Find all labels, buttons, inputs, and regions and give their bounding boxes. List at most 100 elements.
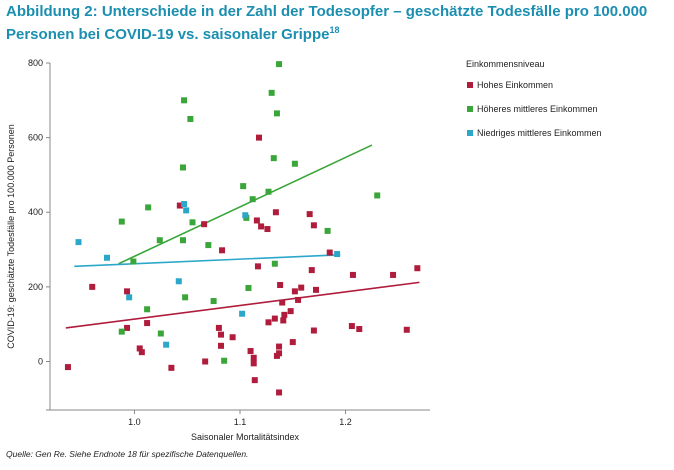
data-point: [306, 211, 313, 218]
data-point: [276, 350, 283, 357]
legend-title: Einkommensniveau: [466, 59, 545, 69]
data-point: [271, 260, 278, 267]
data-point: [272, 209, 279, 216]
data-point: [276, 343, 283, 350]
y-tick-label: 400: [28, 207, 43, 217]
data-point: [414, 265, 421, 272]
data-point: [277, 282, 284, 289]
data-point: [334, 251, 341, 258]
trend-lines: [65, 144, 420, 329]
data-point: [218, 331, 224, 338]
data-point: [221, 357, 228, 364]
data-point: [291, 160, 298, 167]
data-point: [310, 327, 317, 334]
data-point: [308, 267, 315, 274]
legend-swatch: [467, 82, 473, 88]
data-point: [256, 134, 262, 141]
data-point: [202, 358, 209, 365]
data-point: [374, 192, 381, 199]
data-point: [219, 247, 226, 254]
y-tick-label: 200: [28, 282, 43, 292]
data-point: [118, 218, 125, 225]
data-point: [295, 296, 302, 303]
data-point: [253, 217, 260, 224]
trend-line: [118, 144, 373, 265]
x-tick-label: 1.2: [339, 417, 352, 427]
data-point: [279, 299, 286, 306]
data-point: [210, 298, 217, 305]
data-point: [183, 207, 190, 214]
data-point: [251, 377, 258, 384]
legend-entry: Höheres mittleres Einkommen: [477, 104, 598, 114]
title-footnote: 18: [329, 25, 340, 35]
data-point: [136, 345, 143, 352]
data-point: [249, 196, 256, 203]
data-point: [175, 278, 182, 285]
y-tick-label: 600: [28, 133, 43, 143]
data-point: [349, 271, 356, 278]
data-point: [180, 237, 186, 244]
chart-title: Abbildung 2: Unterschiede in der Zahl de…: [6, 3, 648, 43]
data-point: [265, 188, 272, 195]
data-point: [239, 310, 246, 317]
data-point: [254, 263, 261, 270]
data-point: [390, 271, 397, 278]
data-point: [215, 324, 222, 331]
data-point: [276, 61, 283, 68]
data-point: [245, 284, 252, 291]
data-points: [64, 61, 421, 396]
data-point: [240, 183, 247, 190]
x-axis-label: Saisonaler Mortalitätsindex: [191, 432, 300, 442]
data-point: [187, 115, 194, 122]
data-point: [229, 334, 236, 341]
data-point: [181, 201, 188, 208]
data-point: [124, 324, 131, 331]
data-point: [250, 360, 257, 367]
y-ticks: 0 200 400 600 800: [28, 58, 50, 411]
data-point: [168, 364, 175, 371]
data-point: [201, 221, 208, 228]
legend-entry: Hohes Einkommen: [477, 80, 553, 90]
data-point: [124, 288, 131, 295]
axes: [49, 63, 430, 411]
data-point: [89, 283, 96, 290]
data-point: [181, 97, 188, 104]
data-point: [180, 164, 186, 171]
data-point: [280, 317, 287, 324]
x-tick-label: 1.1: [234, 417, 247, 427]
data-point: [130, 258, 137, 265]
data-point: [348, 323, 355, 330]
data-point: [324, 227, 331, 234]
data-point: [264, 226, 271, 233]
data-point: [276, 389, 283, 396]
legend-entry: Niedriges mittleres Einkommen: [477, 128, 602, 138]
legend-swatch: [467, 106, 473, 112]
data-point: [265, 319, 272, 326]
data-point: [291, 288, 298, 295]
trend-line: [74, 253, 341, 268]
data-point: [218, 342, 224, 349]
data-point: [247, 348, 254, 355]
data-point: [118, 328, 125, 335]
y-tick-label: 0: [38, 356, 43, 366]
data-point: [156, 237, 163, 244]
data-point: [144, 306, 151, 313]
data-point: [189, 219, 196, 226]
data-point: [242, 212, 249, 219]
trend-line: [65, 281, 420, 329]
data-point: [310, 222, 317, 229]
x-tick-label: 1.0: [128, 417, 141, 427]
data-point: [145, 204, 152, 211]
data-point: [64, 364, 71, 371]
data-point: [273, 110, 280, 117]
source-note: Quelle: Gen Re. Siehe Endnote 18 für spe…: [6, 449, 249, 459]
data-point: [258, 223, 265, 230]
data-point: [75, 239, 82, 246]
data-point: [104, 254, 110, 261]
y-axis-label: COVID-19: geschätzte Todesfälle pro 100.…: [6, 124, 16, 348]
legend: Einkommensniveau Hohes Einkommen Höheres …: [466, 59, 602, 138]
data-point: [182, 294, 189, 301]
data-point: [163, 341, 170, 348]
data-point: [144, 320, 151, 327]
